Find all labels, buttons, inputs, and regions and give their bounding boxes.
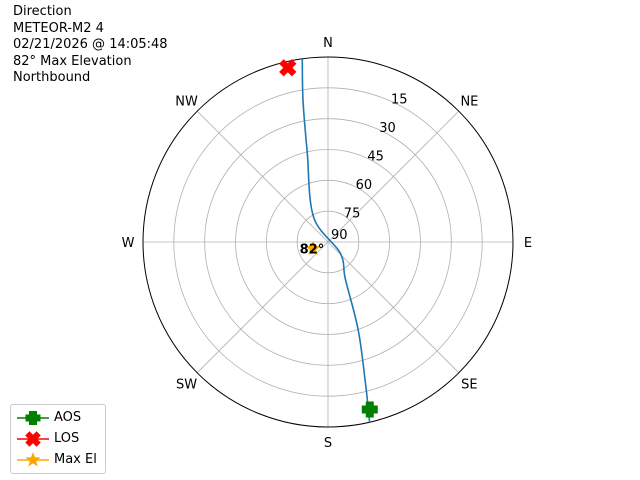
direction-label-sw: SW (176, 377, 197, 392)
direction-label-e: E (524, 236, 532, 251)
los-marker-bar-b (279, 59, 297, 77)
direction-label-w: W (122, 236, 135, 251)
pass-info: Direction METEOR-M2 4 02/21/2026 @ 14:05… (13, 4, 168, 87)
direction-label-ne: NE (460, 95, 478, 110)
legend: AOS LOS Max El (10, 404, 106, 474)
elevation-tick-90: 90 (331, 228, 348, 243)
elevation-tick-15: 15 (391, 93, 408, 108)
elevation-tick-45: 45 (367, 150, 384, 165)
pass-track-line (301, 58, 371, 423)
direction-label-s: S (324, 436, 332, 451)
legend-item-aos: AOS (11, 408, 105, 428)
polar-frame (142, 56, 514, 428)
direction-label-n: N (323, 36, 333, 51)
max-el-star-icon (17, 452, 49, 467)
aos-plus-icon (17, 411, 49, 425)
legend-item-max-el: Max El (11, 450, 105, 470)
info-max-elevation: 82° Max Elevation (13, 53, 132, 69)
elevation-tick-60: 60 (356, 178, 373, 193)
los-x-icon (17, 431, 49, 447)
legend-label-los: LOS (54, 431, 80, 446)
max-el-marker (305, 240, 321, 256)
grid-spoke-nw (196, 110, 329, 243)
info-direction: Northbound (13, 70, 91, 85)
info-satellite: METEOR-M2 4 (13, 20, 104, 36)
info-title: Direction (13, 4, 72, 19)
elevation-tick-30: 30 (379, 121, 396, 136)
grid-spoke-ne (327, 110, 460, 243)
info-datetime: 02/21/2026 @ 14:05:48 (13, 37, 168, 52)
grid-spoke-sw (196, 241, 329, 374)
aos-marker (361, 401, 378, 418)
los-marker (279, 59, 297, 77)
legend-label-max-el: Max El (54, 452, 97, 467)
max-el-annotation: 82° (300, 243, 325, 258)
legend-item-los: LOS (11, 429, 105, 449)
elevation-tick-75: 75 (344, 207, 361, 222)
direction-label-se: SE (461, 377, 477, 392)
grid-spoke-se (327, 241, 460, 374)
direction-label-nw: NW (175, 95, 198, 110)
legend-label-aos: AOS (54, 410, 82, 425)
